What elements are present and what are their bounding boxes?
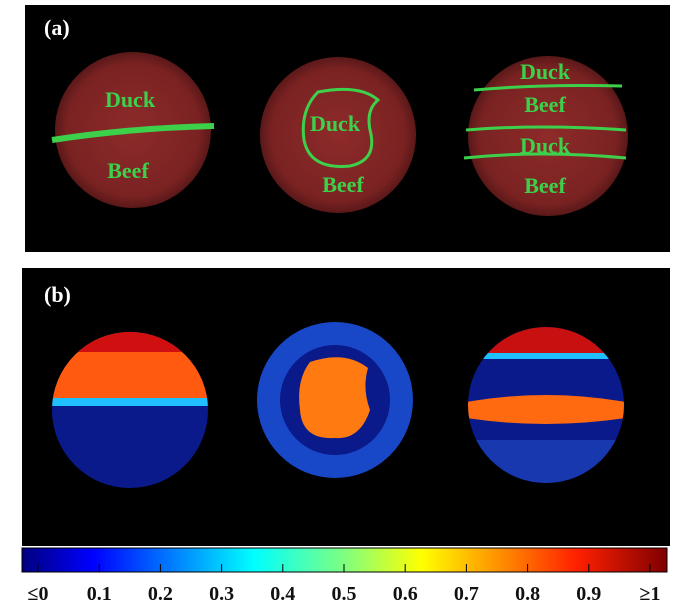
panel-label: (a) bbox=[44, 15, 70, 40]
tick-label: 0.5 bbox=[332, 583, 357, 605]
tick-label: 0.3 bbox=[209, 583, 234, 605]
tick-label: 0.9 bbox=[576, 583, 601, 605]
tick-label: 0.1 bbox=[87, 583, 112, 605]
region-label: Beef bbox=[322, 172, 364, 197]
tick-label: ≤0 bbox=[28, 583, 49, 605]
tick-label: 0.4 bbox=[270, 583, 295, 605]
region-label: Duck bbox=[105, 87, 156, 112]
tick-label: ≥1 bbox=[640, 583, 661, 605]
tick-label: 0.7 bbox=[454, 583, 479, 605]
region-label: Beef bbox=[107, 158, 149, 183]
region-label: Beef bbox=[524, 92, 566, 117]
figure: (a) Duck Beef Duck Beef Duck Beef Duck B… bbox=[0, 0, 682, 607]
tick-label: 0.6 bbox=[393, 583, 418, 605]
region-label: Duck bbox=[520, 133, 571, 158]
tick-label: 0.8 bbox=[515, 583, 540, 605]
region-label: Beef bbox=[524, 173, 566, 198]
panel-label: (b) bbox=[44, 282, 71, 307]
region-label: Duck bbox=[520, 59, 571, 84]
tick-label: 0.2 bbox=[148, 583, 173, 605]
region-label: Duck bbox=[310, 111, 361, 136]
